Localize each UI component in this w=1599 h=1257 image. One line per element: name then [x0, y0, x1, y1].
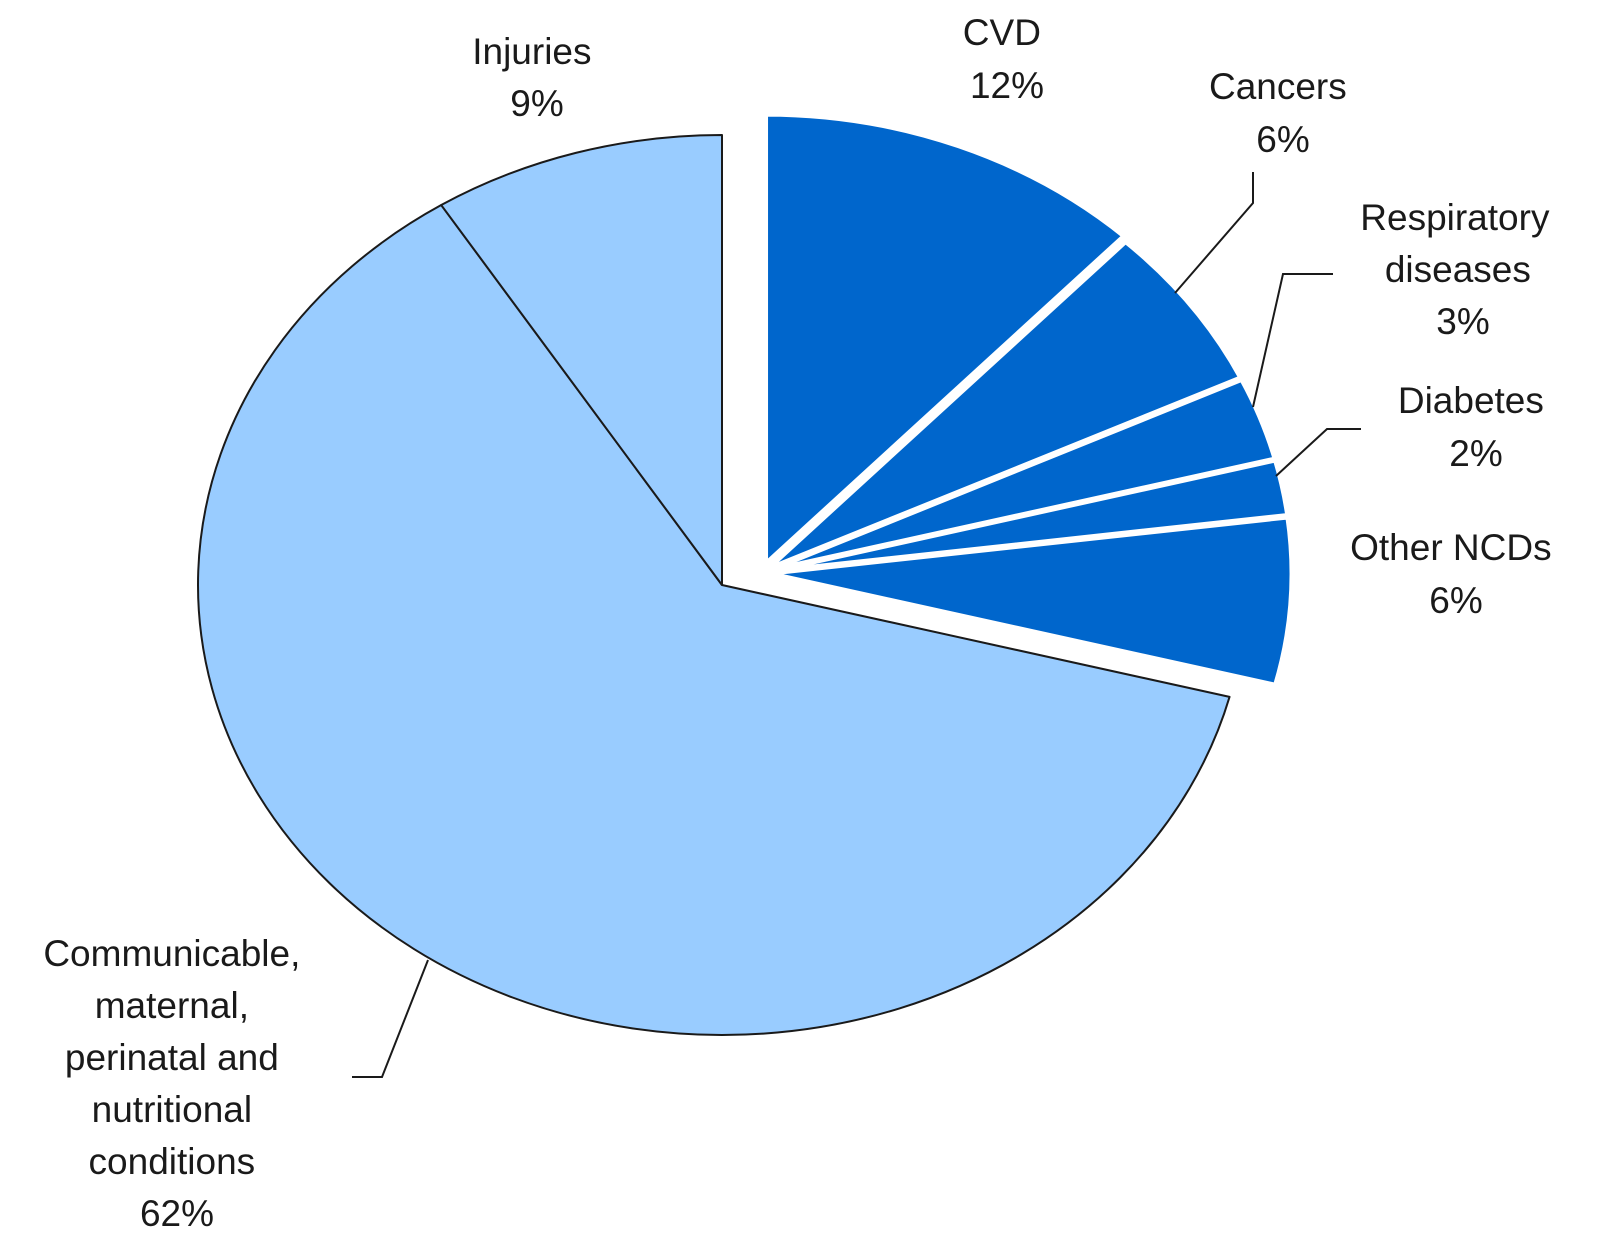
pie-slice-cvd: [763, 111, 1127, 567]
leader-lines: [352, 172, 1361, 1078]
pie-slice-injuries: [440, 134, 723, 586]
label-communicable-value: 62%: [140, 1193, 214, 1234]
label-injuries: Injuries 9%: [472, 31, 602, 124]
label-cancers-name: Cancers: [1209, 66, 1347, 107]
label-other-ncds-value: 6%: [1429, 580, 1482, 621]
label-other-ncds-name: Other NCDs: [1350, 527, 1551, 568]
label-cancers-value: 6%: [1256, 119, 1309, 160]
label-diabetes: Diabetes 2%: [1398, 380, 1554, 474]
pie-slice-other-ncds: [765, 514, 1295, 688]
pie-slice-communicable-maternal-perinatal-and-nutritional-conditions: [197, 204, 1231, 1036]
label-communicable-line3: perinatal and: [65, 1037, 279, 1078]
label-respiratory: Respiratory diseases 3%: [1360, 197, 1559, 342]
label-injuries-name: Injuries: [472, 31, 591, 72]
label-respiratory-line2: diseases: [1385, 249, 1531, 290]
label-communicable-line4: nutritional: [92, 1089, 252, 1130]
leader-line-respiratory: [1252, 273, 1333, 408]
label-cvd: CVD 12%: [963, 12, 1051, 106]
leader-line-cancers: [1174, 172, 1254, 294]
label-communicable-line1: Communicable,: [43, 933, 300, 974]
pie-slices: [197, 111, 1295, 1036]
label-communicable-line5: conditions: [89, 1141, 256, 1182]
label-other-ncds: Other NCDs 6%: [1350, 527, 1562, 621]
label-cancers: Cancers 6%: [1209, 66, 1357, 160]
leader-line-communicable: [352, 959, 429, 1078]
label-diabetes-name: Diabetes: [1398, 380, 1544, 421]
leader-line-diabetes: [1275, 428, 1361, 477]
label-diabetes-value: 2%: [1449, 433, 1502, 474]
label-respiratory-value: 3%: [1436, 301, 1489, 342]
label-communicable: Communicable, maternal, perinatal and nu…: [43, 933, 310, 1234]
label-cvd-name: CVD: [963, 12, 1041, 53]
label-injuries-value: 9%: [510, 83, 563, 124]
label-respiratory-line1: Respiratory: [1360, 197, 1550, 238]
label-communicable-line2: maternal,: [95, 985, 249, 1026]
label-cvd-value: 12%: [970, 65, 1044, 106]
pie-slice-cancers: [764, 238, 1244, 572]
